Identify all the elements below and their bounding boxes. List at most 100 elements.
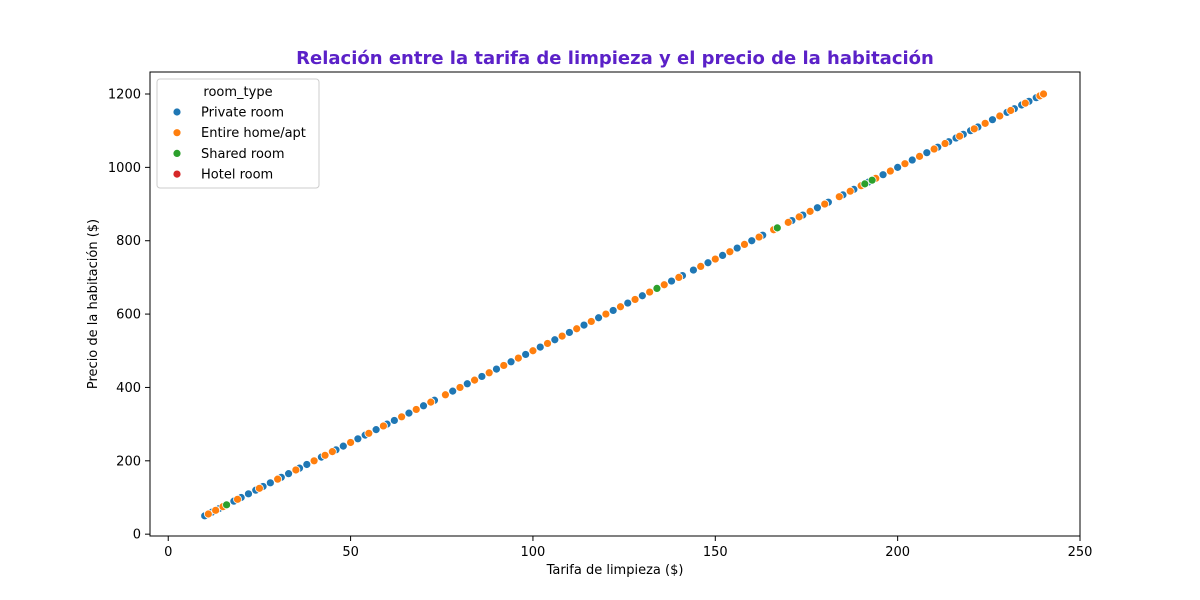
point-entire-home-apt xyxy=(528,346,538,356)
plot-area-frame xyxy=(149,71,1081,537)
point-entire-home-apt xyxy=(379,421,388,431)
legend-label-hotel-room: Hotel room xyxy=(201,168,273,183)
point-entire-home-apt xyxy=(364,428,374,438)
point-entire-home-apt xyxy=(346,438,355,447)
point-shared-room xyxy=(652,284,662,293)
point-entire-home-apt xyxy=(955,131,965,141)
point-entire-home-apt xyxy=(929,144,939,154)
legend-marker-private-room xyxy=(172,107,182,117)
x-tick-label: 0 xyxy=(164,545,172,560)
y-tick-label: 400 xyxy=(116,381,141,396)
point-entire-home-apt xyxy=(1039,89,1048,99)
point-private-room xyxy=(565,328,574,337)
point-entire-home-apt xyxy=(273,474,283,484)
point-private-room xyxy=(988,115,997,125)
y-tick-label: 200 xyxy=(116,454,141,469)
point-entire-home-apt xyxy=(969,124,979,134)
point-private-room xyxy=(302,460,312,469)
point-entire-home-apt xyxy=(616,302,625,312)
y-axis-ticks: 0 200 400 600 800 1000 1200 xyxy=(108,88,150,543)
point-entire-home-apt xyxy=(1006,106,1016,115)
point-entire-home-apt xyxy=(470,375,479,385)
legend-label-entire-home-apt: Entire home/apt xyxy=(201,126,306,141)
point-entire-home-apt xyxy=(915,151,924,161)
x-tick-label: 200 xyxy=(885,545,910,560)
x-axis-label: Tarifa de limpieza ($) xyxy=(546,563,684,578)
point-private-room xyxy=(389,416,399,425)
point-entire-home-apt xyxy=(255,483,264,493)
point-private-room xyxy=(747,236,757,246)
point-private-room xyxy=(608,306,618,315)
point-private-room xyxy=(284,469,293,479)
x-tick-label: 150 xyxy=(703,545,728,560)
y-tick-label: 1000 xyxy=(108,161,141,176)
point-entire-home-apt xyxy=(630,295,640,304)
point-shared-room xyxy=(222,500,231,510)
point-entire-home-apt xyxy=(543,339,552,348)
point-entire-home-apt xyxy=(309,456,319,466)
point-private-room xyxy=(338,441,348,451)
point-entire-home-apt xyxy=(513,353,523,363)
point-private-room xyxy=(907,155,917,165)
point-private-room xyxy=(594,313,603,323)
point-entire-home-apt xyxy=(805,206,815,216)
legend-title: room_type xyxy=(203,85,272,100)
point-private-room xyxy=(521,350,531,359)
point-private-room xyxy=(637,291,647,301)
legend: room_type Private room Entire home/apt Sha… xyxy=(156,78,320,189)
point-entire-home-apt xyxy=(601,309,611,319)
legend-label-private-room: Private room xyxy=(201,106,284,121)
point-entire-home-apt xyxy=(740,239,749,249)
point-entire-home-apt xyxy=(455,383,465,392)
point-entire-home-apt xyxy=(794,212,804,222)
point-entire-home-apt xyxy=(499,361,509,370)
point-entire-home-apt xyxy=(900,159,910,169)
point-private-room xyxy=(448,386,458,396)
point-private-room xyxy=(813,203,822,213)
y-tick-label: 1200 xyxy=(108,88,141,103)
point-entire-home-apt xyxy=(572,324,582,334)
chart-title: Relación entre la tarifa de limpieza y e… xyxy=(296,48,934,69)
point-entire-home-apt xyxy=(441,390,450,400)
x-tick-label: 100 xyxy=(521,545,546,560)
point-entire-home-apt xyxy=(995,111,1005,121)
legend-marker-hotel-room xyxy=(172,169,182,179)
point-private-room xyxy=(506,357,516,367)
legend-label-shared-room: Shared room xyxy=(201,147,285,162)
y-tick-label: 800 xyxy=(116,234,141,249)
point-private-room xyxy=(550,335,560,345)
point-private-room xyxy=(244,489,253,499)
point-entire-home-apt xyxy=(426,397,436,407)
point-private-room xyxy=(462,379,472,389)
y-tick-label: 600 xyxy=(116,308,141,323)
point-entire-home-apt xyxy=(586,317,596,326)
point-private-room xyxy=(371,425,381,435)
point-private-room xyxy=(579,320,589,330)
point-entire-home-apt xyxy=(940,139,950,148)
point-entire-home-apt xyxy=(320,450,330,460)
point-private-room xyxy=(535,342,545,352)
point-entire-home-apt xyxy=(725,247,735,257)
x-axis-ticks: 0 50 100 150 200 250 xyxy=(164,536,1092,560)
point-entire-home-apt xyxy=(885,166,895,176)
x-tick-label: 250 xyxy=(1068,545,1093,560)
point-entire-home-apt xyxy=(696,262,706,271)
point-entire-home-apt xyxy=(674,273,684,282)
point-entire-home-apt xyxy=(659,280,669,290)
point-entire-home-apt xyxy=(783,217,793,227)
point-private-room xyxy=(689,265,698,275)
point-private-room xyxy=(878,170,888,180)
legend-box xyxy=(156,78,320,189)
point-private-room xyxy=(703,258,713,268)
point-entire-home-apt xyxy=(327,447,337,457)
legend-marker-shared-room xyxy=(172,148,182,158)
point-private-room xyxy=(718,250,727,260)
point-entire-home-apt xyxy=(980,118,990,128)
point-entire-home-apt xyxy=(645,287,655,297)
point-private-room xyxy=(492,364,501,374)
point-private-room xyxy=(893,162,903,172)
point-private-room xyxy=(404,408,414,418)
point-entire-home-apt xyxy=(397,412,407,422)
point-entire-home-apt xyxy=(484,368,494,378)
point-entire-home-apt xyxy=(233,494,242,504)
